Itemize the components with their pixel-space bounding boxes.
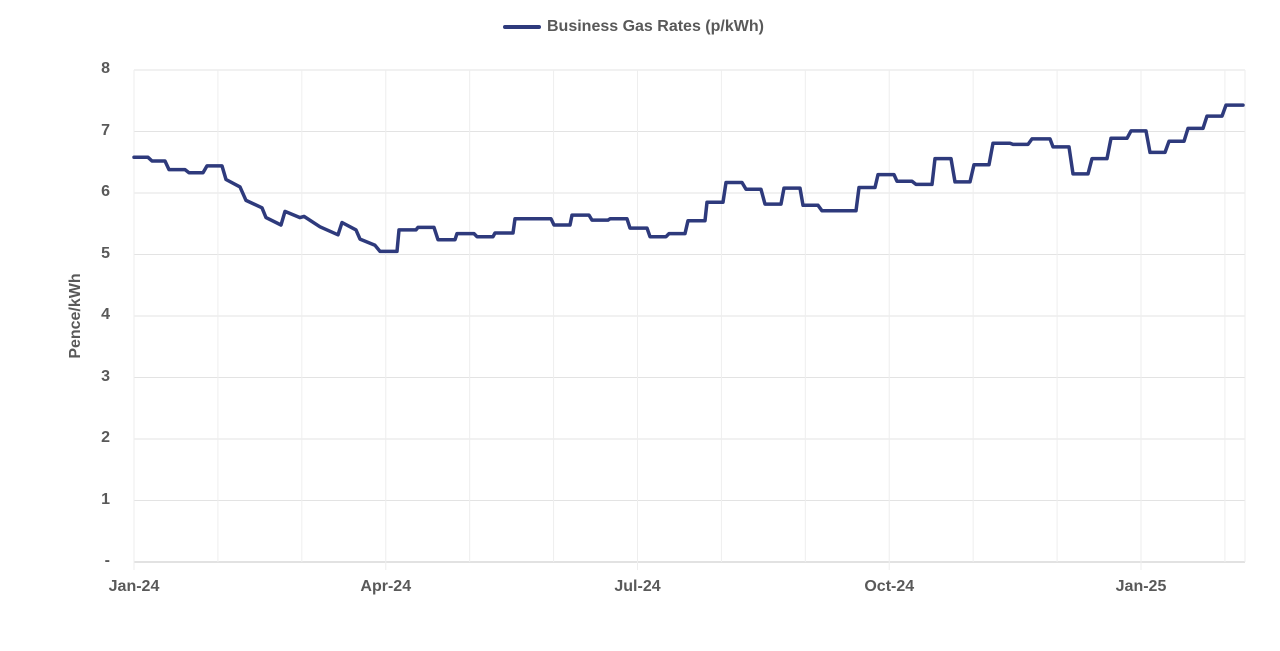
x-tick-label: Jan-25 [1115,578,1167,595]
y-tick-label: - [104,552,110,569]
y-tick-label: 2 [101,429,110,446]
y-tick-label: 5 [101,244,110,262]
legend: Business Gas Rates (p/kWh) [503,18,764,36]
y-tick-label: 3 [101,367,110,385]
x-tick-label: Jul-24 [614,578,661,595]
y-tick-label: 6 [101,183,110,200]
legend-label: Business Gas Rates (p/kWh) [547,18,764,35]
x-tick-label: Apr-24 [360,578,412,595]
x-tick-label: Jan-24 [108,578,160,595]
business-gas-rates-line [132,103,1245,254]
legend-line-swatch-icon [503,25,541,29]
y-tick-label: 8 [101,60,110,77]
gridlines [133,69,1246,570]
y-tick-label: 1 [101,490,110,508]
y-tick-label: 7 [101,121,110,139]
x-tick-label: Oct-24 [864,578,915,595]
y-tick-label: 4 [101,306,110,323]
